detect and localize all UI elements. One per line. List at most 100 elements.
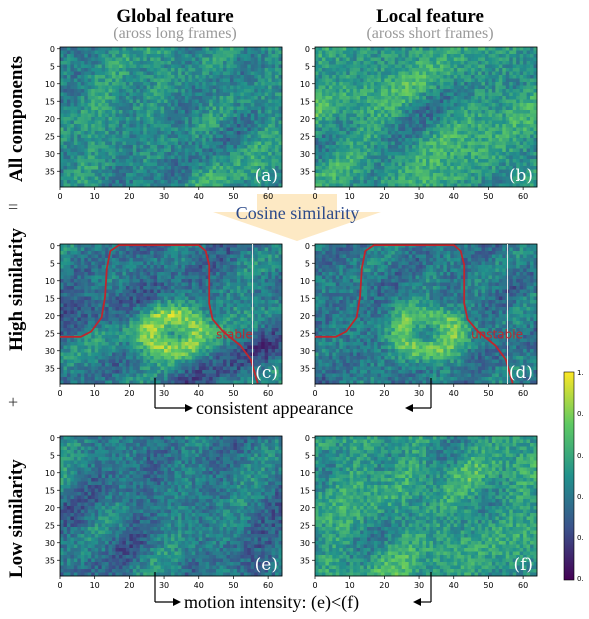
y-tick-label: 30	[45, 150, 55, 159]
y-tick-label: 10	[45, 80, 55, 89]
x-tick-label: 60	[518, 192, 528, 201]
x-tick-label: 10	[90, 389, 100, 398]
plus-operator: +	[8, 392, 18, 413]
y-tick-label: 0	[305, 45, 310, 54]
row-label-high-similarity: High similarity	[6, 228, 28, 351]
subfigure-label: (a)	[255, 166, 278, 186]
y-tick-label: 30	[45, 539, 55, 548]
x-tick-label: 50	[483, 389, 493, 398]
y-tick-label: 15	[300, 97, 310, 106]
y-tick-label: 15	[300, 294, 310, 303]
y-tick-label: 25	[300, 132, 310, 141]
y-tick-label: 15	[45, 97, 55, 106]
heatmap-cells	[60, 47, 282, 187]
y-tick-label: 20	[300, 115, 310, 124]
y-tick-label: 35	[45, 556, 55, 565]
x-tick-label: 50	[483, 581, 493, 590]
panel-a: 0 10 20 30 40 50 60 0 5 10 15 20 25 30 35 (a)	[36, 40, 288, 230]
y-tick-label: 35	[45, 364, 55, 373]
contour-annotation: stable	[216, 328, 253, 342]
y-tick-label: 30	[300, 150, 310, 159]
consistent-appearance-label: consistent appearance	[196, 398, 353, 419]
y-tick-label: 0	[305, 434, 310, 443]
y-tick-label: 35	[45, 167, 55, 176]
y-tick-label: 20	[45, 115, 55, 124]
x-tick-label: 60	[263, 192, 273, 201]
y-tick-label: 15	[300, 486, 310, 495]
equals-operator: =	[8, 197, 18, 218]
colorbar: 1. 0. 0. 0. 0. 0.	[562, 368, 589, 586]
subfigure-label: (d)	[509, 363, 533, 383]
y-tick-label: 20	[300, 504, 310, 513]
y-tick-label: 15	[45, 486, 55, 495]
row-label-all-components: All components	[6, 56, 28, 182]
heatmap-cells	[60, 244, 282, 384]
subfigure-label: (b)	[509, 166, 533, 186]
row-label-low-similarity: Low similarity	[6, 459, 28, 578]
y-tick-label: 5	[50, 62, 55, 71]
x-tick-label: 40	[449, 581, 459, 590]
y-tick-label: 35	[300, 364, 310, 373]
colorbar-tick-3: 0.	[577, 493, 584, 501]
x-tick-label: 10	[90, 581, 100, 590]
x-tick-label: 20	[124, 389, 134, 398]
x-tick-label: 0	[57, 389, 62, 398]
x-tick-label: 10	[90, 192, 100, 201]
subfigure-label: (f)	[513, 555, 533, 575]
y-tick-label: 5	[305, 259, 310, 268]
x-tick-label: 40	[449, 389, 459, 398]
y-tick-label: 20	[45, 312, 55, 321]
x-tick-label: 30	[159, 192, 169, 201]
colorbar-tick-5: 0.	[577, 575, 584, 583]
y-tick-label: 35	[300, 167, 310, 176]
y-tick-label: 0	[50, 45, 55, 54]
y-tick-label: 25	[300, 329, 310, 338]
y-tick-label: 5	[50, 259, 55, 268]
heatmap-cells	[60, 436, 282, 576]
y-tick-label: 10	[300, 469, 310, 478]
x-tick-label: 30	[414, 192, 424, 201]
y-tick-label: 15	[45, 294, 55, 303]
x-tick-label: 50	[228, 192, 238, 201]
y-tick-label: 0	[50, 242, 55, 251]
motion-intensity-label: motion intensity: (e)<(f)	[184, 592, 359, 613]
colorbar-tick-1: 0.	[577, 410, 584, 418]
x-tick-label: 0	[57, 581, 62, 590]
heatmap-cells	[315, 436, 537, 576]
y-tick-label: 30	[300, 347, 310, 356]
x-tick-label: 60	[518, 389, 528, 398]
x-tick-label: 20	[124, 192, 134, 201]
y-tick-label: 10	[300, 277, 310, 286]
x-tick-label: 40	[449, 192, 459, 201]
y-tick-label: 10	[45, 277, 55, 286]
colorbar-tick-4: 0.	[577, 534, 584, 542]
y-tick-label: 25	[45, 329, 55, 338]
x-tick-label: 10	[345, 192, 355, 201]
x-tick-label: 60	[518, 581, 528, 590]
y-tick-label: 10	[45, 469, 55, 478]
y-tick-label: 35	[300, 556, 310, 565]
y-tick-label: 25	[45, 132, 55, 141]
y-tick-label: 5	[50, 451, 55, 460]
y-tick-label: 5	[305, 62, 310, 71]
y-tick-label: 0	[305, 242, 310, 251]
y-tick-label: 20	[300, 312, 310, 321]
y-tick-label: 30	[45, 347, 55, 356]
y-tick-label: 20	[45, 504, 55, 513]
heatmap-cells	[315, 244, 537, 384]
colorbar-top-label: 1.	[577, 369, 584, 377]
x-tick-label: 0	[312, 192, 317, 201]
x-tick-label: 40	[194, 192, 204, 201]
contour-annotation: unstable	[471, 328, 523, 342]
y-tick-label: 25	[45, 521, 55, 530]
y-tick-label: 25	[300, 521, 310, 530]
y-tick-label: 5	[305, 451, 310, 460]
y-tick-label: 0	[50, 434, 55, 443]
x-tick-label: 20	[124, 581, 134, 590]
y-tick-label: 30	[300, 539, 310, 548]
y-tick-label: 10	[300, 80, 310, 89]
colorbar-tick-2: 0.	[577, 452, 584, 460]
x-tick-label: 20	[379, 192, 389, 201]
x-tick-label: 0	[57, 192, 62, 201]
